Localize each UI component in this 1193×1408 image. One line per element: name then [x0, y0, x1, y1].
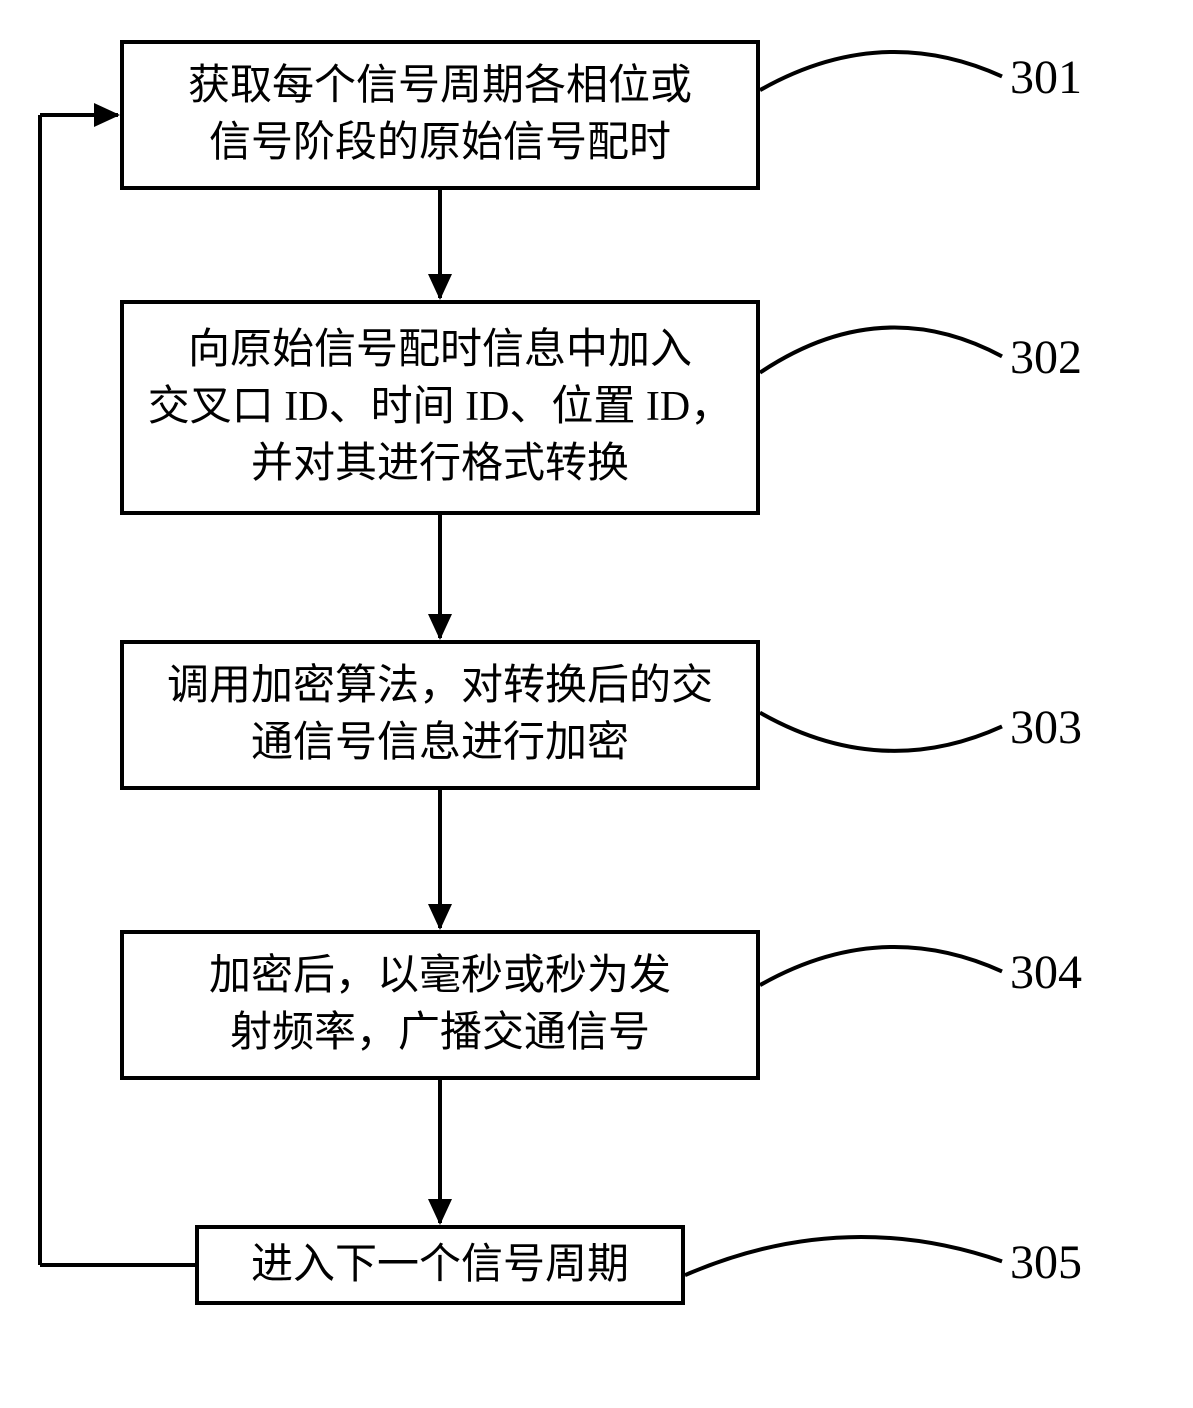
flow-node-text: 加密后，以毫秒或秒为发射频率，广播交通信号 — [209, 948, 671, 1061]
flow-node-text: 获取每个信号周期各相位或信号阶段的原始信号配时 — [188, 58, 692, 171]
flow-node-text: 向原始信号配时信息中加入交叉口 ID、时间 ID、位置 ID，并对其进行格式转换 — [148, 322, 732, 492]
step-label-303: 303 — [1010, 700, 1082, 755]
step-label-304: 304 — [1010, 945, 1082, 1000]
flow-node-n301: 获取每个信号周期各相位或信号阶段的原始信号配时 — [120, 40, 760, 190]
flow-node-n304: 加密后，以毫秒或秒为发射频率，广播交通信号 — [120, 930, 760, 1080]
step-label-301: 301 — [1010, 50, 1082, 105]
flowchart-canvas: 获取每个信号周期各相位或信号阶段的原始信号配时向原始信号配时信息中加入交叉口 I… — [0, 0, 1193, 1408]
step-label-302: 302 — [1010, 330, 1082, 385]
flow-node-n305: 进入下一个信号周期 — [195, 1225, 685, 1305]
flow-node-n303: 调用加密算法，对转换后的交通信号信息进行加密 — [120, 640, 760, 790]
flow-node-text: 调用加密算法，对转换后的交通信号信息进行加密 — [167, 658, 713, 771]
step-label-305: 305 — [1010, 1235, 1082, 1290]
flow-node-n302: 向原始信号配时信息中加入交叉口 ID、时间 ID、位置 ID，并对其进行格式转换 — [120, 300, 760, 515]
flow-node-text: 进入下一个信号周期 — [251, 1237, 629, 1294]
